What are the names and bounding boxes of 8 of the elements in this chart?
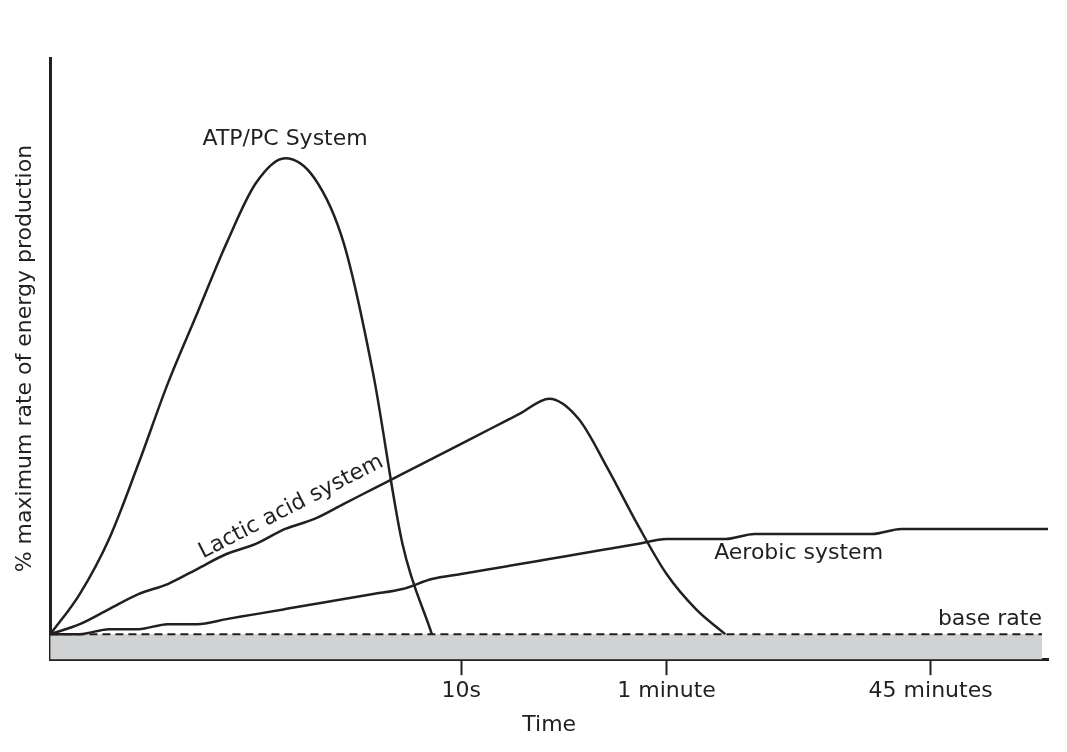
x-tick-label: 1 minute	[617, 677, 716, 703]
series-label: Aerobic system	[714, 538, 884, 564]
x-tick-label: 45 minutes	[868, 677, 993, 703]
ref-line-label: base rate	[937, 604, 1042, 630]
x-tick-label: 10s	[441, 677, 481, 703]
y-axis-title: % maximum rate of energy production	[10, 144, 36, 573]
x-axis-title: Time	[521, 710, 577, 736]
series-label: ATP/PC System	[202, 124, 368, 150]
